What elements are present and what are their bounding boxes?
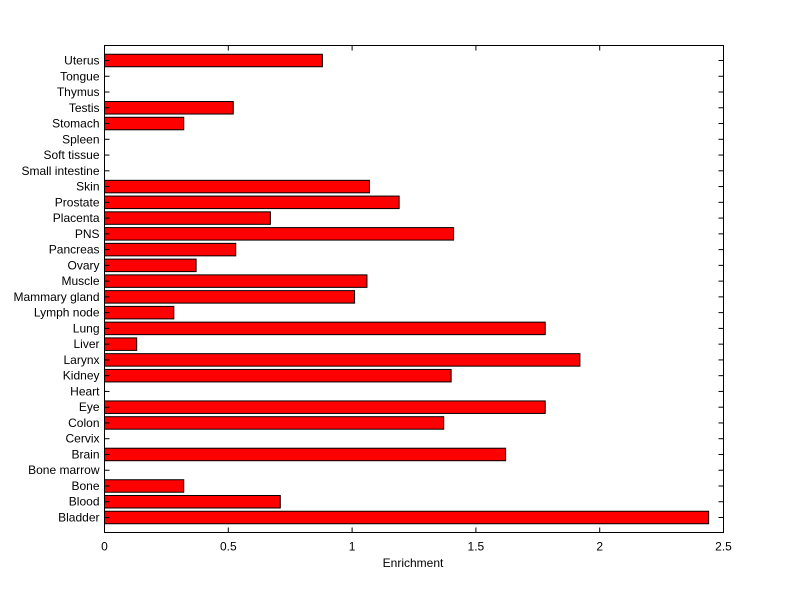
x-tick-label-2: 1: [349, 540, 356, 554]
y-tick-label-stomach: Stomach: [52, 117, 99, 131]
y-tick-label-bone: Bone: [71, 479, 99, 493]
bar-eye: [104, 400, 546, 414]
y-tick-label-placenta: Placenta: [53, 211, 100, 225]
bar-prostate: [104, 195, 400, 210]
y-tick-label-bone-marrow: Bone marrow: [28, 463, 100, 477]
y-tick-label-blood: Blood: [69, 495, 100, 509]
y-tick-label-pancreas: Pancreas: [49, 243, 100, 257]
x-tick-label-0: 0: [101, 540, 108, 554]
y-tick-label-ovary: Ovary: [67, 258, 99, 272]
x-tick-label-1: 0.5: [220, 540, 237, 554]
bar-muscle: [104, 274, 368, 288]
y-tick-label-pns: PNS: [75, 227, 100, 241]
bar-brain: [104, 447, 507, 462]
bar-testis: [104, 101, 234, 115]
y-tick-label-soft-tissue: Soft tissue: [43, 148, 99, 162]
bar-lymph-node: [104, 305, 175, 320]
bar-bladder: [104, 510, 710, 525]
bar-skin: [104, 179, 370, 194]
bar-pancreas: [104, 242, 237, 257]
y-tick-label-skin: Skin: [76, 180, 99, 194]
y-tick-label-brain: Brain: [71, 447, 99, 461]
y-tick-label-kidney: Kidney: [63, 369, 100, 383]
x-tick-label-3: 1.5: [468, 540, 485, 554]
y-tick-label-uterus: Uterus: [64, 54, 99, 68]
y-tick-label-mammary-gland: Mammary gland: [13, 290, 99, 304]
bar-larynx: [104, 353, 581, 367]
y-tick-label-prostate: Prostate: [55, 195, 100, 209]
y-tick-label-thymus: Thymus: [57, 85, 100, 99]
y-tick-label-bladder: Bladder: [58, 511, 99, 525]
bar-uterus: [104, 53, 323, 68]
bar-ovary: [104, 258, 197, 273]
y-tick-label-eye: Eye: [79, 400, 100, 414]
bar-pns: [104, 227, 455, 241]
bar-placenta: [104, 211, 271, 225]
x-axis-label: Enrichment: [383, 556, 444, 570]
y-tick-label-lymph-node: Lymph node: [34, 306, 100, 320]
x-tick-labels: 0 0.5 1 1.5 2 2.5: [101, 540, 732, 554]
y-tick-label-heart: Heart: [70, 384, 100, 398]
y-tick-label-lung: Lung: [73, 321, 100, 335]
bars-layer: [104, 53, 710, 525]
bar-blood: [104, 494, 281, 509]
x-tick-label-4: 2: [596, 540, 603, 554]
bar-lung: [104, 321, 546, 336]
bar-colon: [104, 416, 445, 430]
y-tick-label-testis: Testis: [69, 101, 100, 115]
bar-bone: [104, 479, 185, 493]
y-tick-label-liver: Liver: [73, 337, 99, 351]
bar-kidney: [104, 368, 452, 383]
plot-frame: [104, 45, 724, 533]
y-tick-label-larynx: Larynx: [63, 353, 99, 367]
y-tick-label-small-intestine: Small intestine: [21, 164, 99, 178]
bar-mammary-gland: [104, 290, 356, 304]
y-tick-label-spleen: Spleen: [62, 132, 99, 146]
y-tick-label-cervix: Cervix: [65, 432, 99, 446]
bar-stomach: [104, 116, 185, 131]
y-tick-label-muscle: Muscle: [61, 274, 99, 288]
x-tick-label-5: 2.5: [715, 540, 732, 554]
y-tick-label-tongue: Tongue: [60, 69, 100, 83]
y-tick-label-colon: Colon: [68, 416, 99, 430]
